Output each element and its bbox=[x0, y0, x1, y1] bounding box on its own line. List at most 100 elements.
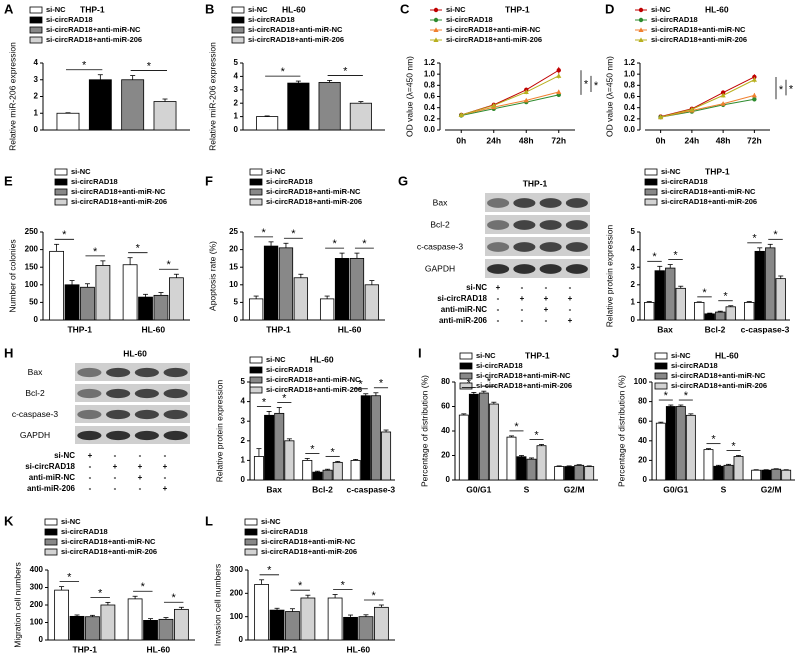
legend-label: si-NC bbox=[61, 517, 81, 526]
y-axis-label: OD value (λ=450 nm) bbox=[404, 56, 414, 137]
bar bbox=[54, 589, 69, 641]
legend-label: si-circRAD18 bbox=[671, 361, 718, 370]
significance-star: * bbox=[141, 581, 146, 593]
bar bbox=[458, 414, 469, 481]
y-tick-label: 40 bbox=[638, 436, 647, 445]
blot-band bbox=[513, 264, 536, 274]
blot-band bbox=[513, 242, 536, 252]
line-point bbox=[556, 68, 561, 73]
legend-swatch bbox=[459, 352, 473, 360]
legend-swatch bbox=[644, 168, 658, 176]
y-tick-label: 2 bbox=[234, 98, 239, 107]
x-tick-label: HL-60 bbox=[338, 324, 362, 334]
bar bbox=[174, 608, 189, 641]
bar bbox=[665, 267, 676, 321]
series-line bbox=[660, 94, 755, 118]
bar bbox=[723, 464, 734, 481]
x-tick-label: HL-60 bbox=[141, 324, 165, 334]
legend-swatch bbox=[459, 362, 473, 370]
significance-star: * bbox=[310, 443, 315, 455]
blot-band bbox=[539, 264, 562, 274]
blot-strip bbox=[75, 363, 190, 381]
line-point bbox=[638, 27, 644, 32]
legend-label: si-circRAD18 bbox=[248, 15, 295, 24]
bar bbox=[122, 264, 138, 321]
bar bbox=[654, 270, 665, 321]
y-tick-label: 0 bbox=[241, 475, 246, 484]
line-point bbox=[556, 89, 562, 95]
bar bbox=[153, 294, 169, 321]
bar bbox=[80, 286, 95, 321]
legend-label: si-circRAD18+anti-miR-206 bbox=[446, 35, 542, 44]
bar bbox=[725, 306, 736, 321]
x-tick-label: THP-1 bbox=[67, 324, 92, 334]
bar bbox=[69, 615, 85, 641]
y-tick-label: 0 bbox=[39, 635, 44, 644]
line-point bbox=[638, 37, 644, 42]
legend-label: si-circRAD18+anti-miR-206 bbox=[476, 381, 572, 390]
bar bbox=[318, 82, 341, 131]
line-point bbox=[433, 17, 439, 23]
legend-swatch bbox=[29, 26, 43, 34]
legend-swatch bbox=[249, 178, 263, 186]
significance-star: * bbox=[331, 446, 336, 458]
legend-label: si-circRAD18+anti-miR-206 bbox=[266, 385, 362, 394]
y-tick-label: 3 bbox=[34, 75, 39, 84]
blot-row-label: c-caspase-3 bbox=[417, 241, 464, 251]
blot-row-label: Bax bbox=[433, 197, 448, 207]
significance-star: * bbox=[62, 229, 67, 241]
x-tick-label: 48h bbox=[716, 135, 731, 145]
x-tick-label: THP-1 bbox=[266, 324, 291, 334]
legend-label: si-circRAD18+anti-miR-NC bbox=[446, 25, 541, 34]
bar bbox=[761, 469, 772, 481]
x-tick-label: S bbox=[721, 484, 727, 494]
bar bbox=[293, 277, 309, 321]
blot-band bbox=[106, 388, 131, 399]
y-tick-label: 80 bbox=[441, 377, 450, 386]
legend-swatch bbox=[249, 376, 263, 384]
significance-star: * bbox=[534, 429, 539, 441]
x-tick-label: G0/G1 bbox=[663, 484, 688, 494]
legend-swatch bbox=[54, 188, 68, 196]
bar bbox=[364, 284, 380, 321]
legend-label: si-circRAD18+anti-miR-NC bbox=[261, 537, 356, 546]
x-tick-label: HL-60 bbox=[346, 644, 370, 654]
bar bbox=[285, 611, 300, 641]
blot-band bbox=[487, 242, 510, 252]
bar bbox=[526, 458, 537, 481]
legend-swatch bbox=[249, 386, 263, 394]
significance-star: * bbox=[584, 78, 589, 90]
legend-label: si-circRAD18+anti-miR-NC bbox=[61, 537, 156, 546]
legend-label: si-circRAD18+anti-miR-NC bbox=[661, 187, 756, 196]
condition-sign: - bbox=[89, 484, 92, 493]
blot-row-label: GAPDH bbox=[425, 263, 455, 273]
bar bbox=[754, 250, 765, 321]
condition-sign: - bbox=[114, 451, 117, 460]
y-tick-label: 200 bbox=[30, 600, 44, 609]
bar bbox=[564, 466, 575, 481]
panel-letter: A bbox=[4, 1, 14, 16]
y-tick-label: 20 bbox=[441, 451, 450, 460]
legend-swatch bbox=[44, 518, 58, 526]
bar bbox=[360, 395, 371, 481]
series-line bbox=[461, 91, 559, 116]
blot-band bbox=[77, 388, 102, 399]
bar bbox=[715, 311, 726, 321]
bar bbox=[704, 313, 715, 321]
x-tick-label: Bcl-2 bbox=[312, 484, 333, 494]
legend-swatch bbox=[231, 26, 245, 34]
legend-swatch bbox=[44, 538, 58, 546]
significance-star: * bbox=[82, 60, 87, 72]
condition-sign: - bbox=[521, 305, 524, 314]
legend-label: si-circRAD18+anti-miR-206 bbox=[71, 197, 167, 206]
condition-sign: + bbox=[138, 462, 143, 471]
y-tick-label: 3 bbox=[631, 262, 636, 271]
bar bbox=[264, 414, 275, 481]
blot-band bbox=[487, 220, 510, 230]
significance-star: * bbox=[262, 396, 267, 408]
significance-star: * bbox=[789, 83, 794, 95]
blot-band bbox=[163, 409, 188, 420]
condition-sign: - bbox=[164, 451, 167, 460]
panel-letter: H bbox=[4, 345, 13, 360]
